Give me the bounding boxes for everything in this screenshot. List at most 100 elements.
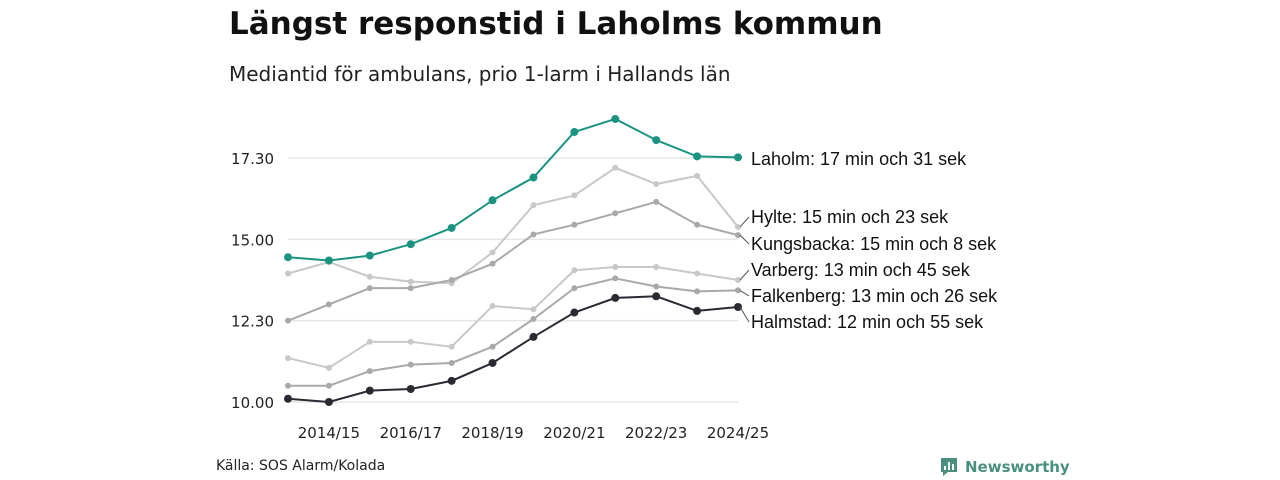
data-point: [324, 256, 333, 265]
data-point: [571, 285, 578, 292]
data-point: [365, 386, 374, 395]
data-point: [530, 316, 537, 323]
data-point: [325, 364, 332, 371]
data-point: [447, 376, 456, 385]
x-tick-label: 2018/19: [461, 424, 523, 442]
series-hylte: [285, 164, 741, 287]
data-point: [366, 338, 373, 345]
y-tick-label: 10.00: [231, 394, 274, 412]
data-point: [653, 198, 660, 205]
data-point: [324, 398, 333, 406]
data-point: [653, 263, 660, 270]
data-point: [734, 153, 742, 162]
series-label-kungsbacka: Kungsbacka: 15 min och 8 sek: [751, 234, 997, 254]
series-label-hylte: Hylte: 15 min och 23 sek: [751, 207, 949, 227]
data-point: [284, 394, 292, 403]
x-tick-label: 2022/23: [625, 424, 687, 442]
data-point: [530, 202, 537, 209]
data-point: [530, 231, 537, 238]
data-point: [284, 253, 292, 262]
series-halmstad: [284, 292, 742, 406]
data-point: [571, 221, 578, 228]
data-point: [612, 275, 619, 282]
leader-line: [739, 306, 750, 323]
data-point: [735, 277, 741, 283]
data-point: [529, 173, 538, 182]
brand-logo[interactable]: Newsworthy: [939, 456, 1070, 478]
x-tick-label: 2014/15: [298, 424, 360, 442]
series-labels: Laholm: 17 min och 31 sek Hylte: 15 min o…: [739, 149, 998, 332]
data-point: [693, 152, 702, 161]
data-point: [694, 221, 701, 228]
series-line: [287, 295, 739, 404]
data-point: [734, 303, 742, 312]
x-tick-label: 2024/25: [707, 424, 769, 442]
data-point: [612, 164, 619, 171]
data-point: [612, 263, 619, 270]
leader-line: [739, 289, 750, 297]
data-point: [366, 273, 373, 280]
leader-line: [739, 269, 750, 281]
data-point: [653, 283, 660, 290]
data-point: [530, 306, 537, 313]
series-label-halmstad: Halmstad: 12 min och 55 sek: [751, 312, 984, 332]
data-point: [407, 338, 414, 345]
data-point: [285, 317, 291, 324]
data-point: [653, 181, 660, 188]
series-line: [287, 166, 739, 285]
data-point: [611, 114, 620, 123]
gridlines: [288, 157, 738, 403]
x-tick-label: 2016/17: [380, 424, 442, 442]
data-point: [652, 292, 661, 301]
data-point: [489, 249, 496, 256]
data-point: [735, 223, 741, 230]
series-line: [287, 117, 739, 262]
data-point: [488, 358, 497, 367]
data-point: [285, 355, 291, 362]
brand-name: Newsworthy: [965, 458, 1070, 476]
data-point: [652, 136, 661, 145]
data-point: [489, 303, 496, 310]
series-falkenberg: [285, 275, 741, 389]
chart-subtitle: Mediantid för ambulans, prio 1-larm i Ha…: [229, 62, 731, 86]
series-varberg: [285, 263, 741, 371]
data-point: [694, 172, 701, 179]
data-point: [407, 278, 414, 285]
source-note: Källa: SOS Alarm/Kolada: [216, 458, 386, 474]
data-point: [489, 260, 496, 267]
leader-line: [739, 216, 750, 228]
data-point: [735, 287, 741, 294]
data-point: [529, 332, 538, 341]
data-point: [406, 384, 415, 393]
data-point: [366, 368, 373, 375]
y-tick-label: 12.30: [231, 313, 274, 331]
x-tick-label: 2020/21: [543, 424, 605, 442]
series-laholm: [284, 114, 742, 265]
data-point: [694, 270, 701, 277]
data-point: [365, 251, 374, 260]
series-line: [287, 265, 739, 369]
newsworthy-logo-icon: [941, 458, 957, 476]
data-point: [406, 240, 415, 249]
data-point: [571, 267, 578, 274]
data-point: [735, 232, 741, 239]
data-point: [407, 285, 414, 292]
data-point: [693, 306, 702, 315]
data-point: [366, 285, 373, 292]
y-tick-label: 17.30: [231, 150, 274, 168]
data-point: [407, 361, 414, 368]
y-tick-label: 15.00: [231, 231, 274, 249]
data-point: [285, 270, 291, 277]
data-point: [448, 277, 455, 283]
data-point: [285, 382, 291, 389]
series-kungsbacka: [285, 198, 741, 324]
series-label-falkenberg: Falkenberg: 13 min och 26 sek: [751, 286, 998, 306]
data-point: [448, 359, 455, 366]
series-label-laholm: Laholm: 17 min och 31 sek: [751, 149, 967, 169]
leader-line: [739, 234, 750, 245]
data-point: [488, 196, 497, 205]
x-axis-ticks: 2014/15 2016/17 2018/19 2020/21 2022/23 2024/…: [298, 424, 769, 442]
data-point: [489, 343, 496, 350]
data-point: [325, 301, 332, 308]
